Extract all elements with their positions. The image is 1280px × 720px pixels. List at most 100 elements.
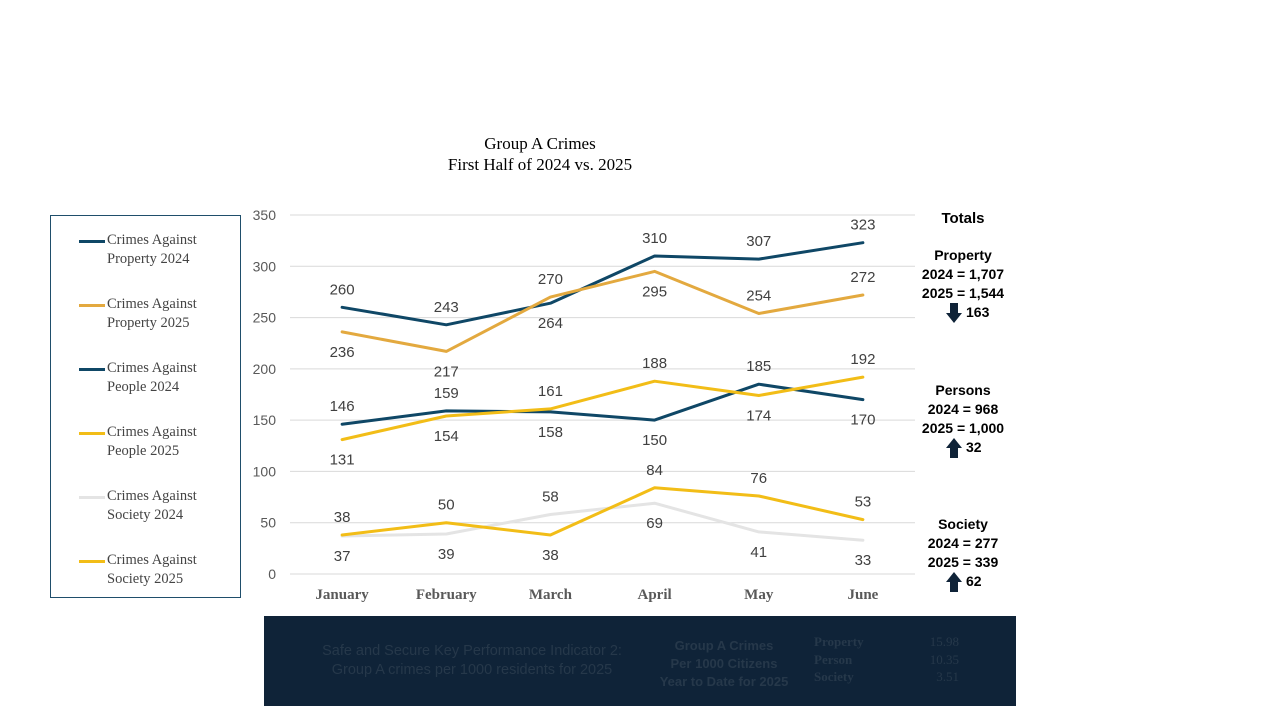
y-tick-label: 200	[253, 361, 277, 377]
y-tick-label: 150	[253, 412, 277, 428]
totals-persons-2025: 2025 = 1,000	[921, 420, 1005, 436]
y-tick-label: 300	[253, 258, 277, 274]
arrow-down-icon	[946, 303, 962, 323]
totals-property-diff: 163	[966, 304, 990, 320]
totals-property-2024: 2024 = 1,707	[921, 266, 1005, 282]
totals-society-2025: 2025 = 339	[927, 554, 999, 570]
legend-item-people-2024: Crimes Against People 2024	[79, 359, 239, 399]
data-label: 69	[646, 515, 663, 532]
data-label: 192	[850, 351, 875, 368]
series-line	[340, 501, 865, 542]
totals-heading: Totals	[941, 210, 985, 227]
data-label: 41	[750, 544, 767, 561]
series-line	[340, 269, 865, 353]
legend-item-society-2024: Crimes Against Society 2024	[79, 487, 239, 527]
data-label: 50	[438, 497, 455, 514]
kpi-row-society: Society 3.51	[814, 669, 959, 687]
legend-swatch	[79, 304, 105, 307]
kpi-row-property: Property 15.98	[814, 634, 959, 652]
legend-label: Crimes Against Property 2024	[107, 232, 197, 267]
data-label: 323	[850, 217, 875, 234]
totals-society: Society 2024 = 277 2025 = 339 62	[908, 515, 1018, 592]
data-label: 150	[642, 432, 667, 449]
data-label: 38	[334, 509, 351, 526]
totals-society-2024: 2024 = 277	[927, 535, 999, 551]
legend-item-people-2025: Crimes Against People 2025	[79, 423, 239, 463]
data-label: 264	[538, 315, 563, 332]
legend-item-property-2024: Crimes Against Property 2024	[79, 231, 239, 271]
totals-society-label: Society	[938, 516, 988, 532]
data-label: 310	[642, 230, 667, 247]
data-label: 295	[642, 283, 667, 300]
totals-property-2025: 2025 = 1,544	[921, 285, 1005, 301]
x-tick-label: June	[847, 587, 878, 603]
data-label: 236	[330, 344, 355, 361]
data-label: 185	[746, 358, 771, 375]
totals-persons-diff: 32	[966, 439, 982, 455]
data-label: 270	[538, 271, 563, 288]
data-label: 272	[850, 269, 875, 286]
series-line	[340, 486, 865, 537]
data-label: 76	[750, 470, 767, 487]
legend-label: Crimes Against People 2025	[107, 424, 197, 459]
kpi-row-value: 10.35	[929, 651, 959, 667]
data-label: 243	[434, 299, 459, 316]
totals-property: Property 2024 = 1,707 2025 = 1,544 163	[908, 246, 1018, 323]
legend-swatch	[79, 560, 105, 563]
arrow-up-icon	[946, 572, 962, 592]
series-line	[340, 241, 865, 327]
data-label: 154	[434, 428, 459, 445]
legend-swatch	[79, 240, 105, 243]
data-label: 53	[855, 494, 872, 511]
kpi-description: Safe and Secure Key Performance Indicato…	[322, 643, 622, 678]
y-tick-label: 100	[253, 463, 277, 479]
legend-swatch	[79, 432, 105, 435]
data-label: 39	[438, 546, 455, 563]
kpi-heading: Group A Crimes Per 1000 Citizens Year to D…	[659, 638, 789, 689]
legend-label: Crimes Against Society 2024	[107, 488, 197, 523]
totals-persons-2024: 2024 = 968	[927, 401, 999, 417]
x-tick-label: February	[416, 587, 477, 603]
totals-society-diff: 62	[966, 573, 982, 589]
x-tick-label: January	[315, 587, 369, 603]
data-label: 131	[330, 452, 355, 469]
totals-property-label: Property	[934, 247, 992, 263]
totals-persons: Persons 2024 = 968 2025 = 1,000 32	[908, 381, 1018, 458]
y-tick-label: 350	[253, 207, 277, 223]
kpi-row-label: Society	[814, 669, 854, 684]
kpi-rates-table: Property 15.98 Person 10.35 Society 3.51	[814, 634, 959, 687]
data-label: 159	[434, 385, 459, 402]
series-line	[340, 382, 865, 426]
data-label: 217	[434, 363, 459, 380]
kpi-row-value: 3.51	[936, 669, 959, 684]
x-tick-label: May	[744, 587, 774, 603]
legend-item-property-2025: Crimes Against Property 2025	[79, 295, 239, 335]
chart-title: Group A Crimes First Half of 2024 vs. 20…	[380, 133, 700, 175]
data-label: 146	[330, 398, 355, 415]
chart-title-line1: Group A Crimes	[484, 134, 596, 153]
data-label: 188	[642, 355, 667, 372]
data-label: 58	[542, 489, 559, 506]
totals-persons-label: Persons	[935, 382, 991, 398]
kpi-row-label: Property	[814, 634, 864, 649]
kpi-row-person: Person 10.35	[814, 652, 959, 670]
kpi-row-value: 15.98	[929, 634, 959, 649]
data-label: 174	[746, 408, 771, 425]
chart-legend: Crimes Against Property 2024 Crimes Again…	[50, 215, 241, 598]
legend-swatch	[79, 368, 105, 371]
kpi-row-label: Person	[814, 651, 853, 667]
legend-swatch	[79, 496, 105, 499]
data-label: 170	[850, 412, 875, 429]
series-line	[340, 375, 865, 442]
chart-subtitle: First Half of 2024 vs. 2025	[447, 155, 633, 174]
legend-label: Crimes Against People 2024	[107, 360, 197, 395]
legend-label: Crimes Against Property 2025	[107, 296, 197, 331]
data-label: 38	[542, 547, 559, 564]
kpi-panel: Safe and Secure Key Performance Indicato…	[264, 616, 1016, 706]
data-label: 260	[330, 281, 355, 298]
data-label: 158	[538, 424, 563, 441]
data-label: 84	[646, 462, 663, 479]
legend-label: Crimes Against Society 2025	[107, 552, 197, 587]
data-label: 33	[855, 552, 872, 569]
